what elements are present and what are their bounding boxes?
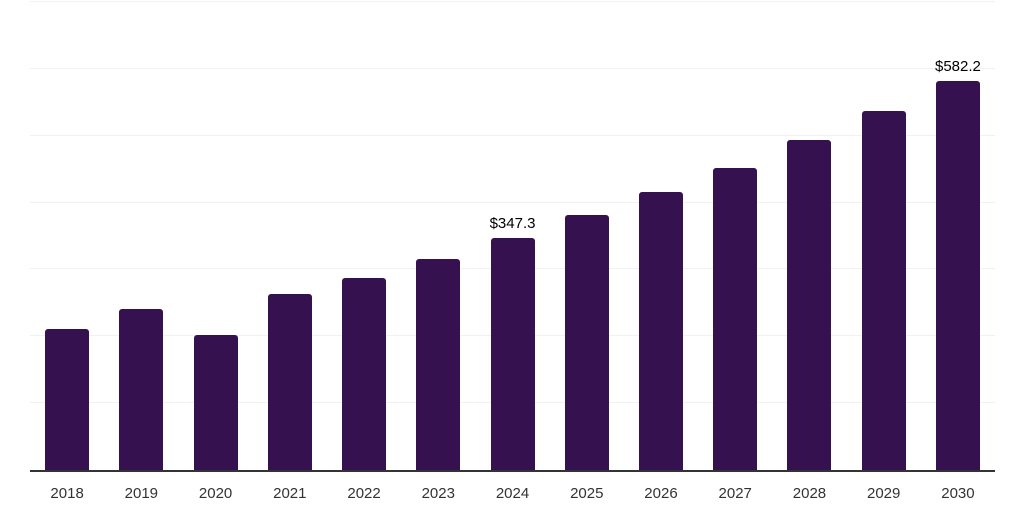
bar-2021 [267, 294, 312, 470]
gridline [30, 67, 995, 69]
x-axis-label-2021: 2021 [273, 485, 307, 502]
bar-slot [327, 2, 401, 470]
data-label-2030: $582.2 [934, 57, 981, 75]
x-axis-label-2018: 2018 [50, 485, 84, 502]
gridline [30, 1, 995, 2]
bar-2019 [119, 308, 164, 470]
bar-2028 [787, 139, 832, 470]
x-axis-label-2030: 2030 [941, 485, 975, 502]
bar-slot [550, 2, 624, 470]
bar-2023 [416, 258, 461, 470]
bar-slot [401, 2, 475, 470]
bar-slot [104, 2, 178, 470]
data-label-2024: $347.3 [489, 214, 536, 232]
x-axis-label-2020: 2020 [198, 485, 233, 502]
bar-2024 [490, 237, 535, 470]
bar-slot [253, 2, 327, 470]
bar-slot [30, 2, 104, 470]
x-axis-label-2025: 2025 [570, 485, 604, 502]
bar-2025 [564, 214, 609, 470]
bar-slot [178, 2, 252, 470]
bar-slot [772, 2, 846, 470]
x-axis-label-2026: 2026 [644, 485, 678, 502]
bar-slot [624, 2, 698, 470]
x-axis-label-2027: 2027 [718, 485, 752, 502]
x-axis: 2018 2019 2020 2021 2022 2023 2024 2025 2026 2027… [30, 486, 995, 501]
bar-2026 [638, 192, 683, 470]
x-axis-label-2028: 2028 [792, 485, 827, 502]
bar-2030 [935, 80, 980, 470]
x-axis-label-2029: 2029 [867, 485, 901, 502]
x-axis-label-2022: 2022 [347, 485, 381, 502]
x-axis-label-2024: 2024 [495, 485, 530, 502]
plot-area: $347.3 $582.2 [30, 1, 995, 472]
gridline [30, 201, 995, 203]
bar-2022 [342, 277, 387, 470]
bar-2018 [45, 328, 90, 470]
bar-2027 [713, 167, 758, 470]
bar-slot [698, 2, 772, 470]
bar-2020 [193, 334, 238, 470]
x-axis-label-2019: 2019 [124, 485, 159, 502]
gridline [30, 134, 995, 136]
bar-slot: $582.2 [921, 2, 995, 470]
bar-2029 [861, 110, 906, 470]
bar-slot [847, 2, 921, 470]
bars-row: $347.3 $582.2 [30, 2, 995, 470]
x-axis-label-2023: 2023 [421, 485, 455, 502]
bar-slot: $347.3 [475, 2, 549, 470]
